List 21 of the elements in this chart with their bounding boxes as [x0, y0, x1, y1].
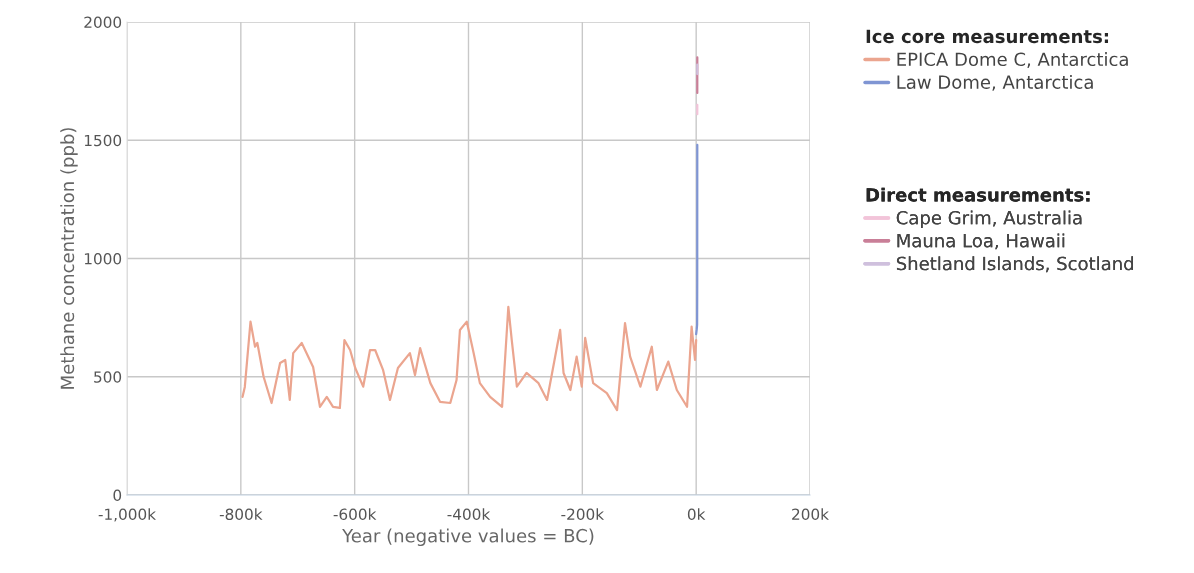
y-tick-label: 1500: [84, 134, 122, 147]
x-tick-label: -1,000k: [98, 508, 157, 522]
legend-label: Mauna Loa, Hawaii: [897, 233, 1065, 250]
x-tick-label: -800k: [219, 508, 263, 521]
y-tick-label: 1000: [84, 252, 122, 265]
legend-label: EPICA Dome C, Antarctica: [897, 52, 1128, 68]
x-tick-label: -200k: [561, 508, 605, 521]
text: Ice core measurements:: [866, 29, 1109, 44]
legend-label: Cape Grim, Australia: [896, 210, 1082, 229]
y-tick-label: 500: [94, 371, 122, 383]
text: Direct measurements:: [866, 187, 1090, 202]
legend-label: Law Dome, Antarctica: [897, 75, 1093, 91]
x-tick-label: -600k: [333, 508, 377, 521]
x-tick-label: -400k: [447, 508, 491, 521]
x-tick-label: 0k: [687, 508, 706, 521]
y-tick-label: 2000: [84, 16, 122, 29]
x-axis-title: Year (negative values = BC): [342, 528, 594, 547]
x-tick-label: 200k: [792, 508, 829, 521]
legend-label: Shetland Islands, Scotland: [896, 256, 1133, 273]
y-axis-title: Methane concentration (ppb): [60, 128, 78, 389]
y-tick-label: 0: [113, 489, 122, 502]
